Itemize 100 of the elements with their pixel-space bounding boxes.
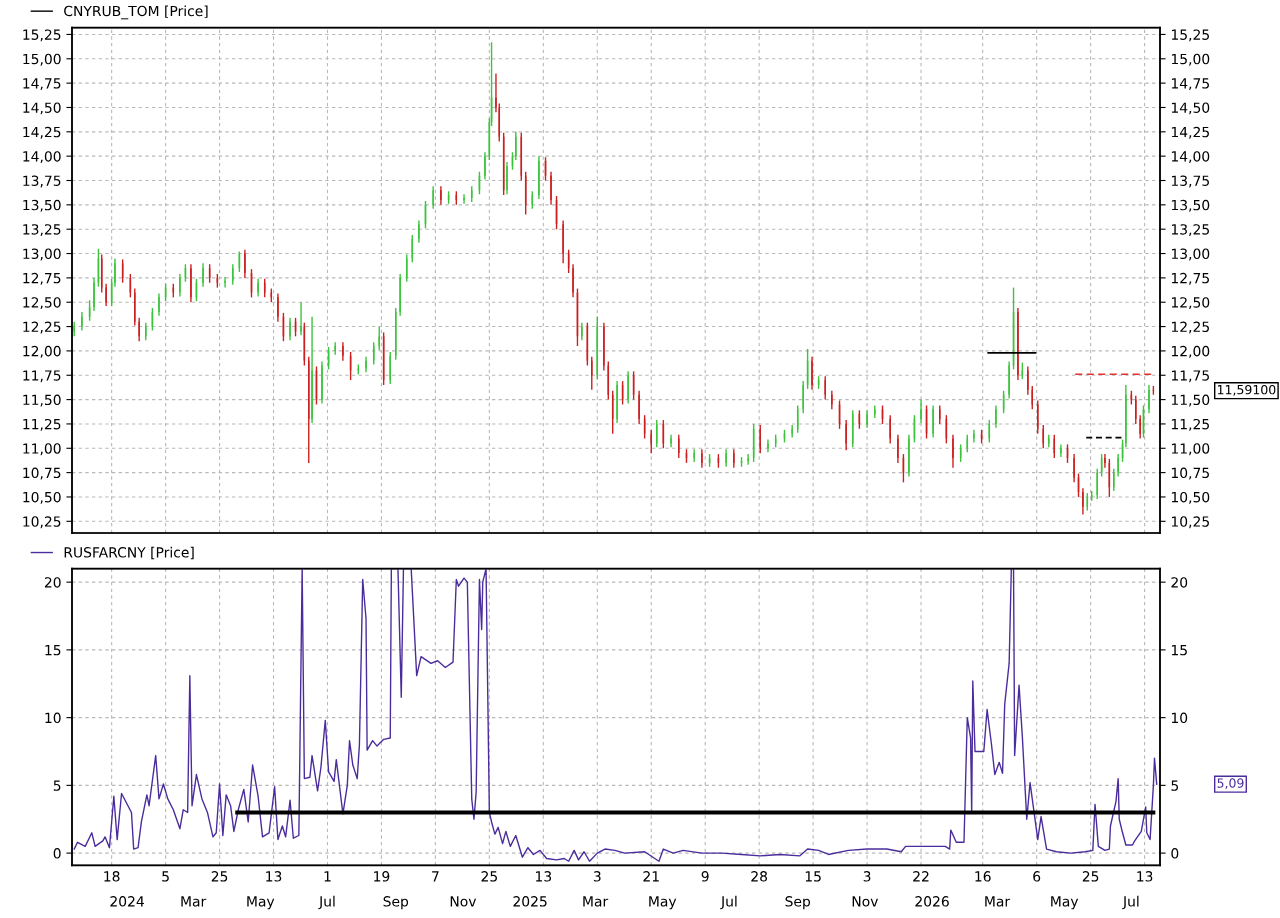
y-tick-label: 10,50 xyxy=(23,491,61,504)
y2-tick-label: 13,25 xyxy=(1171,224,1209,237)
candlestick xyxy=(701,448,703,469)
x-tick-label: 22 xyxy=(913,871,929,882)
candlestick xyxy=(334,341,336,356)
y2-tick-label: 11,25 xyxy=(1171,418,1209,431)
y-tick-label: 12,25 xyxy=(23,321,61,334)
x2-tick-label: May xyxy=(247,896,275,910)
candlestick xyxy=(138,317,140,342)
y-tick-label: 20 xyxy=(44,577,61,588)
x-tick-label: 13 xyxy=(1137,871,1153,882)
candlestick xyxy=(389,351,392,385)
candlestick xyxy=(1082,487,1084,516)
candlestick xyxy=(378,325,381,351)
y-tick-label: 14,00 xyxy=(23,151,61,164)
candlestick xyxy=(897,433,899,464)
y-tick-label: 14,75 xyxy=(23,78,61,91)
candlestick xyxy=(406,253,408,283)
candlestick xyxy=(591,356,593,391)
x-tick-label: 13 xyxy=(536,871,552,882)
candlestick xyxy=(105,283,107,307)
y2-tick-label: 0 xyxy=(1171,848,1179,859)
candlestick xyxy=(179,273,181,298)
x-tick-label: 3 xyxy=(593,871,601,882)
candlestick xyxy=(232,263,234,286)
y-tick-label: 11,00 xyxy=(23,443,61,456)
y-tick-label: 13,50 xyxy=(23,199,61,212)
candlestick xyxy=(145,321,147,341)
candlestick xyxy=(845,419,847,451)
candlestick xyxy=(920,398,922,424)
candlestick xyxy=(851,409,854,448)
y-tick-label: 13,00 xyxy=(23,248,61,261)
candlestick xyxy=(874,404,876,419)
x-tick-label: 5 xyxy=(162,871,169,882)
y2-tick-label: 13,75 xyxy=(1171,175,1209,188)
candlestick xyxy=(1048,433,1050,448)
candlestick xyxy=(932,404,934,439)
x-tick-label: 25 xyxy=(1082,871,1099,882)
candlestick xyxy=(1117,453,1119,478)
candlestick xyxy=(1112,468,1115,492)
y-tick-label: 12,75 xyxy=(23,272,61,285)
candlestick xyxy=(1104,453,1106,469)
x-tick-label: 7 xyxy=(432,871,439,882)
candlestick xyxy=(1125,384,1127,448)
y-tick-label: 15,00 xyxy=(23,53,61,66)
y2-tick-label: 12,50 xyxy=(1171,297,1210,310)
candlestick xyxy=(562,219,564,264)
x-tick-label: 21 xyxy=(643,871,659,882)
x2-tick-label: Sep xyxy=(785,896,811,910)
candlestick xyxy=(399,273,401,317)
candlestick xyxy=(289,317,291,341)
candlestick xyxy=(1008,360,1010,400)
y2-tick-label: 10 xyxy=(1171,712,1188,724)
candlestick xyxy=(973,429,975,444)
x2-tick-label: 2025 xyxy=(513,896,547,907)
candlestick xyxy=(627,370,629,405)
candlestick xyxy=(572,263,574,299)
candlestick xyxy=(244,248,246,279)
candlestick xyxy=(1031,385,1034,411)
y2-tick-label: 13,50 xyxy=(1171,199,1210,212)
x-tick-label: 1 xyxy=(324,871,331,882)
y2-tick-label: 15,25 xyxy=(1171,29,1209,42)
candlestick xyxy=(311,316,313,424)
y2-tick-label: 12,00 xyxy=(1171,345,1210,358)
candlestick xyxy=(307,356,310,464)
y-tick-label: 11,50 xyxy=(23,394,61,407)
y-tick-label: 11,25 xyxy=(23,418,61,431)
text: 5,09 xyxy=(1217,778,1244,790)
candlestick xyxy=(581,321,583,341)
text: 11,59100 xyxy=(1217,384,1276,396)
y2-tick-label: 5 xyxy=(1171,780,1179,791)
x2-tick-label: Jul xyxy=(1122,895,1139,910)
candlestick xyxy=(952,433,954,469)
y2-tick-label: 11,75 xyxy=(1171,370,1209,383)
x-tick-label: 25 xyxy=(481,871,497,882)
candlestick xyxy=(277,292,279,323)
text: CNYRUB_TOM [Price] xyxy=(64,5,208,20)
candlestick xyxy=(321,360,323,405)
x2-tick-label: Mar xyxy=(985,896,1011,907)
candlestick xyxy=(747,453,749,466)
x-tick-label: 15 xyxy=(805,871,821,882)
candlestick xyxy=(678,433,680,459)
candlestick xyxy=(1135,395,1137,425)
x-tick-label: 13 xyxy=(266,871,282,882)
candlestick xyxy=(670,433,672,448)
candlestick xyxy=(73,320,75,337)
candlestick xyxy=(440,185,442,206)
x-tick-label: 3 xyxy=(863,871,871,882)
x2-tick-label: Nov xyxy=(852,896,879,907)
candlestick xyxy=(638,390,640,425)
candlestick xyxy=(1073,453,1075,484)
y2-tick-label: 12,25 xyxy=(1171,321,1209,334)
candlestick xyxy=(134,287,136,327)
candlestick xyxy=(1027,365,1029,396)
candlestick xyxy=(190,263,192,303)
x2-tick-label: 2024 xyxy=(110,896,144,907)
candlestick xyxy=(616,380,618,424)
y2-tick-label: 14,25 xyxy=(1171,126,1209,139)
candlestick xyxy=(1017,307,1019,381)
x-tick-label: 6 xyxy=(1033,871,1041,882)
